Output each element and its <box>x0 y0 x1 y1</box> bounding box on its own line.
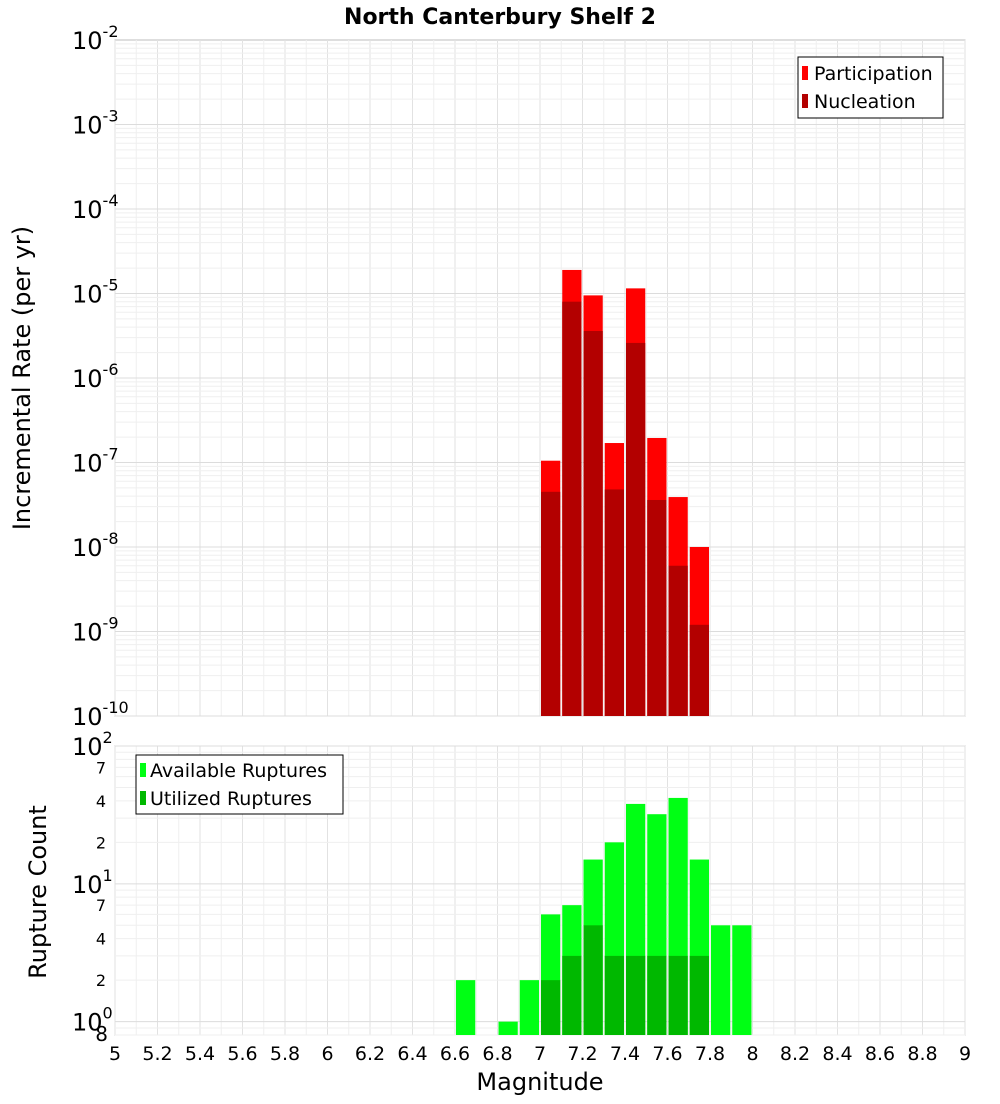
count-y-minor-tick-label: 4 <box>96 792 106 811</box>
x-tick-label: 5 <box>109 1043 121 1065</box>
count-bar-utilized <box>689 955 709 1035</box>
rate-y-tick-label: 10-5 <box>72 276 119 309</box>
count-legend-box <box>135 754 344 815</box>
count-y-tick-label: 101 <box>72 866 113 899</box>
count-bar-utilized <box>562 955 582 1035</box>
rate-y-tick-label: 10-7 <box>72 445 119 478</box>
x-tick-label: 5.4 <box>185 1043 215 1065</box>
rate-bars <box>541 269 709 716</box>
x-tick-label: 6.4 <box>397 1043 427 1065</box>
x-tick-label: 8.6 <box>865 1043 895 1065</box>
rate-bar-nucleation <box>562 301 582 716</box>
x-tick-label: 8.4 <box>822 1043 852 1065</box>
count-y-minor-tick-label: 7 <box>96 896 106 915</box>
count-bar-utilized <box>604 955 624 1035</box>
rate-grid <box>114 40 966 717</box>
count-bars <box>456 797 752 1035</box>
count-bar-available <box>498 1021 518 1035</box>
x-tick-label: 7.4 <box>610 1043 640 1065</box>
count-bar-utilized <box>668 955 688 1035</box>
count-bar-available <box>711 925 731 1035</box>
rate-y-ticks: 10-10 10-9 10-8 10-7 10-6 10-5 10-4 10-3 10-2 <box>72 22 129 731</box>
x-tick-label: 9 <box>959 1043 971 1065</box>
x-axis-label: Magnitude <box>476 1068 603 1096</box>
legend-label-participation: Participation <box>814 63 933 85</box>
count-bar-utilized <box>583 925 603 1035</box>
count-y-minor-tick-label: 7 <box>96 758 106 777</box>
rate-bar-nucleation <box>604 489 624 716</box>
rate-bar-nucleation <box>647 499 667 716</box>
count-bar-available <box>732 925 752 1035</box>
count-y-minor-tick-label: 2 <box>96 833 106 852</box>
rate-y-tick-label: 10-8 <box>72 529 119 562</box>
legend-label-nucleation: Nucleation <box>814 91 916 113</box>
rate-panel: 10-10 10-9 10-8 10-7 10-6 10-5 10-4 10-3 10-2 In… <box>8 22 966 731</box>
count-legend: Available Ruptures Utilized Ruptures <box>135 754 344 815</box>
x-tick-label: 6.2 <box>355 1043 385 1065</box>
legend-swatch-nucleation <box>802 94 808 108</box>
count-bar-available <box>519 980 539 1035</box>
count-bar-utilized <box>541 980 561 1035</box>
x-tick-label: 7.2 <box>567 1043 597 1065</box>
count-bar-utilized <box>647 955 667 1035</box>
x-tick-label: 8.8 <box>907 1043 937 1065</box>
x-tick-label: 7.8 <box>695 1043 725 1065</box>
legend-label-available: Available Ruptures <box>150 760 327 782</box>
legend-label-utilized: Utilized Ruptures <box>150 788 312 810</box>
rate-y-axis-label: Incremental Rate (per yr) <box>8 226 36 530</box>
count-y-minor-tick-label: 2 <box>96 971 106 990</box>
count-y-bottom-label: 8 <box>95 1022 108 1046</box>
rate-y-tick-label: 10-4 <box>72 191 119 224</box>
count-bar-available <box>456 980 476 1035</box>
rate-y-tick-label: 10-2 <box>72 22 119 55</box>
rate-legend-box <box>797 56 944 119</box>
x-tick-label: 7.6 <box>652 1043 682 1065</box>
legend-swatch-available <box>140 763 146 777</box>
x-tick-label: 8 <box>746 1043 758 1065</box>
rate-y-tick-label: 10-3 <box>72 107 119 140</box>
rate-bar-nucleation <box>626 342 646 716</box>
x-tick-label: 5.2 <box>142 1043 172 1065</box>
x-tick-label: 5.8 <box>270 1043 300 1065</box>
rate-bar-nucleation <box>668 565 688 716</box>
x-tick-label: 6.6 <box>440 1043 470 1065</box>
rate-bar-nucleation <box>689 624 709 716</box>
rate-y-tick-label: 10-10 <box>72 698 129 731</box>
x-tick-label: 6.8 <box>482 1043 512 1065</box>
chart-title: North Canterbury Shelf 2 <box>344 5 656 30</box>
count-y-tick-label: 102 <box>72 728 113 761</box>
rate-y-tick-label: 10-9 <box>72 614 119 647</box>
legend-swatch-participation <box>802 66 808 80</box>
rate-bar-nucleation <box>583 330 603 716</box>
x-tick-label: 6 <box>321 1043 333 1065</box>
count-y-axis-label: Rupture Count <box>24 805 52 979</box>
rate-y-tick-label: 10-6 <box>72 360 119 393</box>
x-tick-label: 7 <box>534 1043 546 1065</box>
x-tick-label: 5.6 <box>227 1043 257 1065</box>
x-axis-ticks: 5 5.2 5.4 5.6 5.8 6 6.2 6.4 6.6 6.8 7 7.2 7.4 7.6 7.8 8… <box>109 1043 971 1065</box>
rate-legend: Participation Nucleation <box>797 56 944 119</box>
count-bar-utilized <box>626 955 646 1035</box>
count-y-minor-tick-label: 4 <box>96 930 106 949</box>
rate-bar-nucleation <box>541 491 561 716</box>
legend-swatch-utilized <box>140 791 146 805</box>
x-tick-label: 8.2 <box>780 1043 810 1065</box>
